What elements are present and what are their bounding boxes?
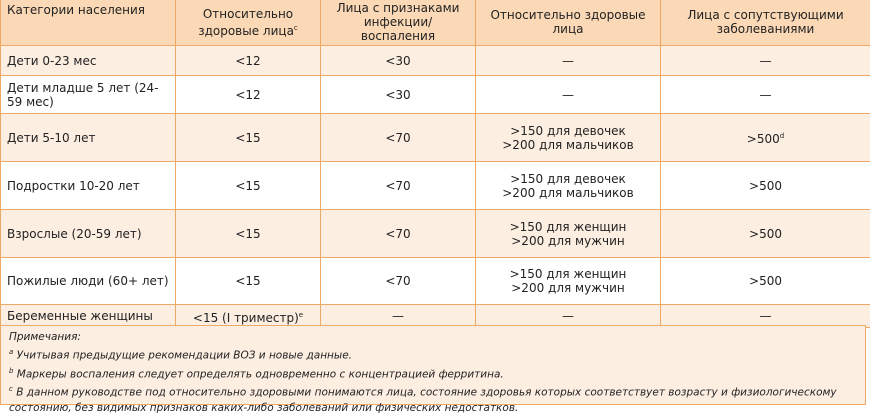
cell-category: Дети 5-10 лет xyxy=(1,114,176,162)
cell-comorbid: >500 xyxy=(661,210,870,258)
header-col-1: Относительно здоровые лицаc xyxy=(176,0,321,46)
cell-healthy-2: — xyxy=(476,46,661,76)
header-col-4: Лица с сопутствующими заболеваниями xyxy=(661,0,870,46)
header-category: Категории населения xyxy=(1,0,176,46)
table-row: Дети 5-10 лет<15<70>150 для девочек>200 … xyxy=(1,114,870,162)
cell-category: Пожилые люди (60+ лет) xyxy=(1,258,176,305)
cell-category: Дети 0-23 мес xyxy=(1,46,176,76)
table-row: Пожилые люди (60+ лет)<15<70>150 для жен… xyxy=(1,258,870,305)
note-a: a Учитывая предыдущие рекомендации ВОЗ и… xyxy=(9,345,857,364)
table-row: Взрослые (20-59 лет)<15<70>150 для женщи… xyxy=(1,210,870,258)
table-row: Дети младше 5 лет (24-59 мес)<12<30—— xyxy=(1,76,870,114)
cell-inflammation: <70 xyxy=(321,210,476,258)
cell-healthy-2: >150 для девочек>200 для мальчиков xyxy=(476,162,661,210)
cell-inflammation: <70 xyxy=(321,162,476,210)
cell-healthy: <12 xyxy=(176,76,321,114)
cell-healthy: <15 xyxy=(176,210,321,258)
cell-healthy: <15 xyxy=(176,162,321,210)
header-col-2: Лица с признаками инфекции/воспаления xyxy=(321,0,476,46)
header-col-3: Относительно здоровые лица xyxy=(476,0,661,46)
note-c: c В данном руководстве под относительно … xyxy=(9,382,857,416)
cell-category: Взрослые (20-59 лет) xyxy=(1,210,176,258)
cell-healthy: <15 xyxy=(176,258,321,305)
notes-title: Примечания: xyxy=(9,330,857,345)
notes: Примечания: a Учитывая предыдущие рекоме… xyxy=(0,325,866,405)
cell-healthy: <15 xyxy=(176,114,321,162)
cell-category: Дети младше 5 лет (24-59 мес) xyxy=(1,76,176,114)
cell-comorbid: >500 xyxy=(661,162,870,210)
table-row: Подростки 10-20 лет<15<70>150 для девоче… xyxy=(1,162,870,210)
cell-category: Подростки 10-20 лет xyxy=(1,162,176,210)
cell-comorbid: — xyxy=(661,46,870,76)
cell-comorbid: — xyxy=(661,76,870,114)
cell-healthy-2: — xyxy=(476,76,661,114)
ferritin-table: Категории населения Относительно здоровы… xyxy=(0,0,870,328)
cell-healthy-2: >150 для девочек>200 для мальчиков xyxy=(476,114,661,162)
cell-inflammation: <70 xyxy=(321,114,476,162)
cell-healthy-2: >150 для женщин>200 для мужчин xyxy=(476,210,661,258)
cell-comorbid: >500d xyxy=(661,114,870,162)
cell-inflammation: <70 xyxy=(321,258,476,305)
table-row: Дети 0-23 мес<12<30—— xyxy=(1,46,870,76)
cell-comorbid: >500 xyxy=(661,258,870,305)
cell-healthy-2: >150 для женщин>200 для мужчин xyxy=(476,258,661,305)
header-row: Категории населения Относительно здоровы… xyxy=(1,0,870,46)
cell-inflammation: <30 xyxy=(321,76,476,114)
note-b: b Маркеры воспаления следует определять … xyxy=(9,364,857,383)
cell-healthy: <12 xyxy=(176,46,321,76)
cell-inflammation: <30 xyxy=(321,46,476,76)
